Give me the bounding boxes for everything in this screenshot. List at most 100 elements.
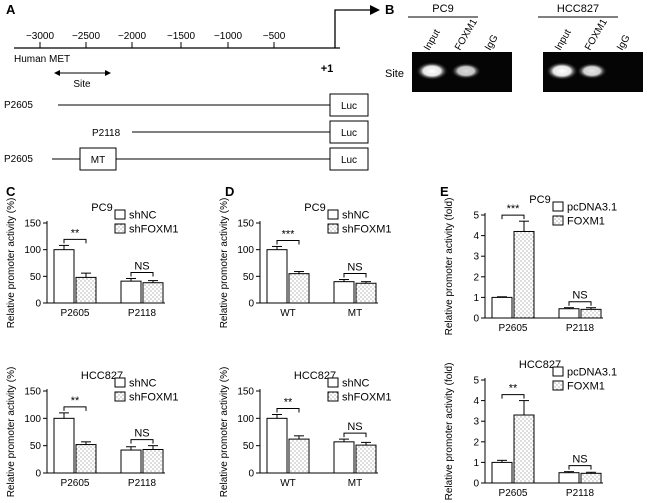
bar bbox=[53, 249, 75, 304]
tss-arrow-icon bbox=[334, 9, 370, 48]
bar bbox=[558, 308, 580, 319]
chart-title: PC9 bbox=[304, 202, 325, 214]
y-tick-label: 0 bbox=[248, 299, 254, 310]
x-tick-label: P2605 bbox=[61, 308, 90, 319]
bar bbox=[491, 461, 513, 484]
y-tick-label: 100 bbox=[237, 245, 254, 256]
significance-bracket bbox=[276, 408, 300, 413]
bar bbox=[355, 444, 377, 474]
y-axis-label: Relative promoter activity (%) bbox=[219, 367, 230, 498]
y-axis-label: Relative promoter activity (%) bbox=[6, 198, 17, 329]
x-tick-label: P2118 bbox=[128, 478, 157, 489]
significance-bracket bbox=[276, 239, 300, 245]
y-tick-label: 0 bbox=[248, 469, 254, 480]
x-tick-label: WT bbox=[280, 478, 296, 489]
panel-label-c: C bbox=[6, 184, 16, 199]
tss-label: +1 bbox=[321, 63, 334, 75]
gene-label: Human MET bbox=[14, 54, 70, 65]
y-tick-label: 1 bbox=[473, 458, 479, 469]
gel-band bbox=[546, 62, 578, 80]
y-tick-label: 0 bbox=[473, 479, 479, 490]
y-tick-label: 0 bbox=[35, 469, 41, 480]
legend-label: shNC bbox=[129, 378, 157, 390]
x-tick-label: MT bbox=[348, 308, 362, 319]
y-tick-label: 150 bbox=[24, 387, 41, 398]
chart-title: PC9 bbox=[91, 202, 112, 214]
tss-arrowhead-icon bbox=[370, 5, 380, 15]
y-tick-label: 2 bbox=[473, 437, 479, 448]
bar bbox=[120, 280, 142, 304]
significance-label: ** bbox=[509, 383, 518, 395]
legend-swatch bbox=[552, 366, 564, 377]
legend-swatch bbox=[327, 223, 339, 234]
legend-label: pcDNA3.1 bbox=[567, 367, 617, 379]
legend-swatch bbox=[327, 391, 339, 402]
mutation-label: MT bbox=[91, 155, 105, 166]
ruler-tick-label: −3000 bbox=[26, 31, 55, 42]
ruler-tick-label: −1500 bbox=[167, 31, 196, 42]
y-tick-label: 150 bbox=[237, 387, 254, 398]
legend-label: shNC bbox=[342, 210, 370, 222]
significance-bracket bbox=[63, 238, 87, 244]
legend-label: shFOXM1 bbox=[129, 392, 179, 404]
significance-label: NS bbox=[134, 260, 149, 272]
significance-bracket bbox=[343, 273, 367, 278]
chart-title: HCC827 bbox=[81, 370, 123, 382]
bar bbox=[288, 273, 310, 304]
mutation-box bbox=[79, 147, 117, 171]
luc-reporter-box bbox=[329, 147, 369, 171]
panel-a: A −3000 −2500 −2000 −1500 −1000 −500 Hum… bbox=[4, 2, 380, 171]
luc-reporter-box bbox=[329, 120, 369, 144]
gel-band bbox=[451, 63, 481, 79]
chart-e-pc9: 0 1 2 3 4 5 Relative promoter activity (fold) P… bbox=[444, 194, 617, 335]
significance-bracket bbox=[501, 394, 525, 399]
lane-label: Input bbox=[553, 28, 574, 53]
arrow-right-icon bbox=[105, 70, 111, 76]
luc-label: Luc bbox=[341, 155, 357, 166]
y-tick-label: 50 bbox=[243, 441, 255, 452]
legend-swatch bbox=[552, 380, 564, 391]
y-tick-label: 5 bbox=[473, 211, 479, 222]
significance-label: ** bbox=[71, 395, 80, 407]
y-tick-label: 0 bbox=[35, 299, 41, 310]
legend-label: FOXM1 bbox=[567, 381, 605, 393]
x-tick-label: MT bbox=[348, 478, 362, 489]
legend-swatch bbox=[327, 209, 339, 220]
significance-label: NS bbox=[572, 454, 587, 466]
y-tick-label: 4 bbox=[473, 231, 479, 242]
legend-swatch bbox=[552, 201, 564, 212]
legend-label: shNC bbox=[129, 210, 157, 222]
y-tick-label: 150 bbox=[24, 219, 41, 230]
y-tick-label: 50 bbox=[30, 272, 42, 283]
bar bbox=[53, 417, 75, 474]
luc-label: Luc bbox=[341, 128, 357, 139]
blot-title: HCC827 bbox=[557, 3, 599, 15]
y-axis-label: Relative promoter activity (fold) bbox=[444, 363, 455, 501]
blot-row-label: Site bbox=[385, 68, 404, 80]
panel-label-d: D bbox=[225, 184, 234, 199]
chart-c-pc9: 0 50 100 150 Relative promoter activity (%) P… bbox=[6, 198, 179, 329]
significance-bracket bbox=[63, 406, 87, 411]
arrow-left-icon bbox=[54, 70, 60, 76]
chart-d-hcc827: 0 50 100 150 Relative promoter activity (%) H… bbox=[219, 367, 392, 498]
significance-label: ** bbox=[71, 227, 80, 239]
y-tick-label: 100 bbox=[237, 414, 254, 425]
bar bbox=[580, 472, 602, 484]
legend-label: shNC bbox=[342, 378, 370, 390]
x-tick-label: P2118 bbox=[566, 488, 595, 499]
chart-c-hcc827: 0 50 100 150 Relative promoter activity (%) H… bbox=[6, 367, 179, 498]
x-tick-label: P2118 bbox=[128, 308, 157, 319]
y-tick-label: 150 bbox=[237, 219, 254, 230]
ruler-tick-label: −2000 bbox=[118, 31, 147, 42]
significance-label: *** bbox=[282, 228, 296, 240]
legend-label: shFOXM1 bbox=[129, 224, 179, 236]
significance-label: NS bbox=[347, 421, 362, 433]
significance-bracket bbox=[130, 439, 154, 444]
legend-swatch bbox=[552, 215, 564, 226]
y-tick-label: 2 bbox=[473, 272, 479, 283]
legend-swatch bbox=[114, 209, 126, 220]
y-tick-label: 5 bbox=[473, 376, 479, 387]
lane-label: IgG bbox=[483, 33, 501, 53]
lane-label: IgG bbox=[615, 33, 633, 53]
